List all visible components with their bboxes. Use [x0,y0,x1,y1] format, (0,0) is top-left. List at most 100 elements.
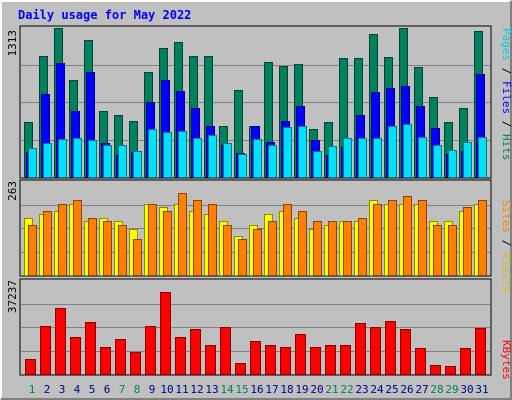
axis-visits-sites-part-0: Sites [500,200,512,233]
sites-bar-21 [328,221,337,276]
day-label-10: 10 [160,383,173,396]
day-label-17: 17 [265,383,278,396]
day-label-7: 7 [119,383,126,396]
day-label-12: 12 [190,383,203,396]
kbytes-bar-13 [205,345,216,375]
day-label-30: 30 [460,383,473,396]
pages-bar-19 [298,126,307,178]
hits-ymax-label: 1313 [6,30,19,57]
day-label-23: 23 [355,383,368,396]
kbytes-bar-22 [340,345,351,375]
day-label-24: 24 [370,383,384,396]
kbytes-bar-19 [295,334,306,375]
sites-bar-30 [463,207,472,276]
day-label-19: 19 [295,383,308,396]
kbytes-ymax-label: 37237 [6,280,19,313]
pages-bar-23 [358,138,367,178]
day-label-3: 3 [59,383,66,396]
pages-bar-8 [133,151,142,178]
pages-bar-21 [328,146,337,178]
pages-bar-1 [28,148,37,178]
pages-bar-7 [118,145,127,178]
kbytes-bar-12 [190,329,201,375]
kbytes-bar-18 [280,347,291,375]
sites-bar-10 [163,211,172,276]
pages-bar-29 [448,150,457,178]
sites-bar-9 [148,204,157,276]
day-label-16: 16 [250,383,263,396]
day-label-26: 26 [400,383,413,396]
kbytes-bar-11 [175,337,186,375]
kbytes-bar-31 [475,328,486,375]
chart-title: Daily usage for May 2022 [18,8,191,22]
kbytes-bar-14 [220,327,231,375]
bars [24,28,487,375]
pages-bar-18 [283,127,292,178]
sites-bar-2 [43,211,52,276]
sites-bar-1 [28,225,37,276]
kbytes-bar-24 [370,327,381,375]
axis-hits-files-pages-part-0: Pages [500,28,512,61]
kbytes-bar-8 [130,352,141,375]
pages-bar-4 [73,138,82,178]
kbytes-bar-9 [145,326,156,375]
kbytes-bar-6 [100,347,111,375]
day-label-1: 1 [29,383,36,396]
day-label-4: 4 [74,383,81,396]
pages-bar-5 [88,140,97,178]
sites-bar-14 [223,225,232,276]
kbytes-bar-1 [25,359,36,375]
day-label-25: 25 [385,383,398,396]
sites-bar-20 [313,221,322,276]
day-label-15: 15 [235,383,248,396]
pages-bar-27 [418,137,427,178]
pages-bar-6 [103,145,112,178]
sites-bar-31 [478,200,487,276]
kbytes-bar-5 [85,322,96,375]
sites-bar-15 [238,239,247,276]
axis-visits-sites-part-2: Visits [500,253,512,293]
axis-hits-files-pages-part-2: Files [500,81,512,114]
day-label-13: 13 [205,383,218,396]
kbytes-bar-20 [310,347,321,375]
kbytes-bar-27 [415,348,426,375]
pages-bar-11 [178,131,187,178]
kbytes-bar-3 [55,308,66,375]
kbytes-bar-7 [115,339,126,375]
pages-bar-25 [388,126,397,178]
sites-bar-5 [88,218,97,276]
day-labels: 1 2 3 4 5 6 7 8 9 10 11 12 13 14 15 16 17 18 19 20 21 22 23 24 2… [29,383,489,396]
kbytes-bar-25 [385,321,396,375]
pages-bar-3 [58,139,67,178]
sites-bar-16 [253,229,262,276]
sites-bar-13 [208,204,217,276]
axis-hits-files-pages-part-1: / [500,61,512,81]
sites-bar-18 [283,204,292,276]
pages-bar-15 [238,154,247,178]
day-label-2: 2 [44,383,51,396]
pages-bar-20 [313,151,322,178]
pages-bar-2 [43,143,52,178]
day-label-21: 21 [325,383,338,396]
sites-bar-7 [118,225,127,276]
axis-hits-files-pages-part-4: Hits [500,134,512,161]
sites-bar-27 [418,200,427,276]
sites-bar-23 [358,218,367,276]
day-label-6: 6 [104,383,111,396]
kbytes-bar-30 [460,348,471,375]
sites-bar-4 [73,200,82,276]
day-label-31: 31 [475,383,488,396]
sites-bar-11 [178,193,187,276]
sites-bar-22 [343,221,352,276]
day-label-27: 27 [415,383,428,396]
sites-bar-3 [58,204,67,276]
sites-bar-8 [133,239,142,276]
pages-bar-26 [403,124,412,178]
pages-bar-17 [268,145,277,178]
day-label-22: 22 [340,383,353,396]
axis-hits-files-pages-part-3: / [500,114,512,134]
kbytes-bar-4 [70,337,81,375]
visits-ymax-label: 263 [6,181,19,201]
day-label-8: 8 [134,383,141,396]
